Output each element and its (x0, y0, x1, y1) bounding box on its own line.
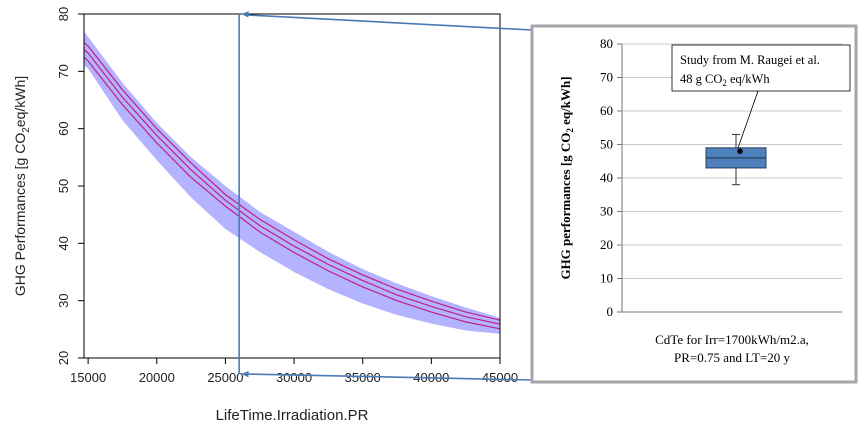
right-y-tick-label: 20 (600, 237, 613, 252)
right-y-tick-label: 50 (600, 137, 613, 152)
study-point (737, 148, 743, 154)
center-line (83, 49, 501, 325)
left-x-axis-label: LifeTime.Irradiation.PR (216, 407, 369, 424)
left-y-tick-label: 40 (56, 236, 71, 250)
confidence-band (84, 31, 500, 334)
left-x-tick-label: 20000 (139, 370, 175, 385)
right-box-panel: 0 10 20 30 40 50 60 70 80 Study from M. Raugei e… (530, 24, 858, 384)
right-category-label-2: PR=0.75 and LT=20 y (674, 350, 791, 365)
left-y-tick-label: 80 (56, 7, 71, 21)
left-y-axis: 20 30 40 50 60 70 80 (56, 7, 84, 365)
right-y-tick-label: 70 (600, 70, 613, 85)
left-x-tick-label: 25000 (207, 370, 243, 385)
right-y-axis-label: GHG performances [g CO2 eq/kWh] (558, 76, 575, 279)
connector-bottom-arrow (247, 373, 533, 381)
left-plot: 20 30 40 50 60 70 80 15000 20000 25000 30000 35000… (12, 7, 518, 424)
upper-line (83, 42, 501, 321)
connector-top-arrow (247, 14, 533, 31)
left-y-tick-label: 70 (56, 64, 71, 78)
right-y-tick-label: 10 (600, 271, 613, 286)
arrowhead-top (241, 11, 249, 18)
annotation-pointer (737, 90, 759, 149)
left-y-tick-label: 30 (56, 293, 71, 307)
right-y-tick-label: 0 (607, 304, 614, 319)
left-x-tick-label: 45000 (482, 370, 518, 385)
right-y-tick-label: 30 (600, 204, 613, 219)
highlight-rectangle (238, 14, 240, 374)
annotation-line-2: 48 g CO2 eq/kWh (680, 72, 770, 88)
arrowhead-bottom (241, 371, 249, 378)
left-y-axis-label: GHG Performances [g CO2eq/kWh] (12, 76, 32, 296)
annotation-line-1: Study from M. Raugei et al. (680, 53, 820, 67)
left-y-tick-label: 60 (56, 121, 71, 135)
right-y-axis: 0 10 20 30 40 50 60 70 80 (600, 36, 622, 319)
right-y-tick-label: 60 (600, 103, 613, 118)
left-x-tick-label: 15000 (70, 370, 106, 385)
right-y-tick-label: 40 (600, 170, 613, 185)
lower-line (83, 56, 501, 330)
right-category-label-1: CdTe for Irr=1700kWh/m2.a, (655, 332, 809, 347)
annotation-box (671, 44, 851, 92)
left-x-tick-label: 35000 (345, 370, 381, 385)
box-plot (705, 133, 767, 186)
connector-lines (238, 11, 533, 381)
left-x-tick-label: 30000 (276, 370, 312, 385)
left-x-axis: 15000 20000 25000 30000 35000 40000 45000 (70, 358, 518, 385)
left-y-tick-label: 50 (56, 179, 71, 193)
right-y-tick-label: 80 (600, 36, 613, 51)
left-y-tick-label: 20 (56, 351, 71, 365)
